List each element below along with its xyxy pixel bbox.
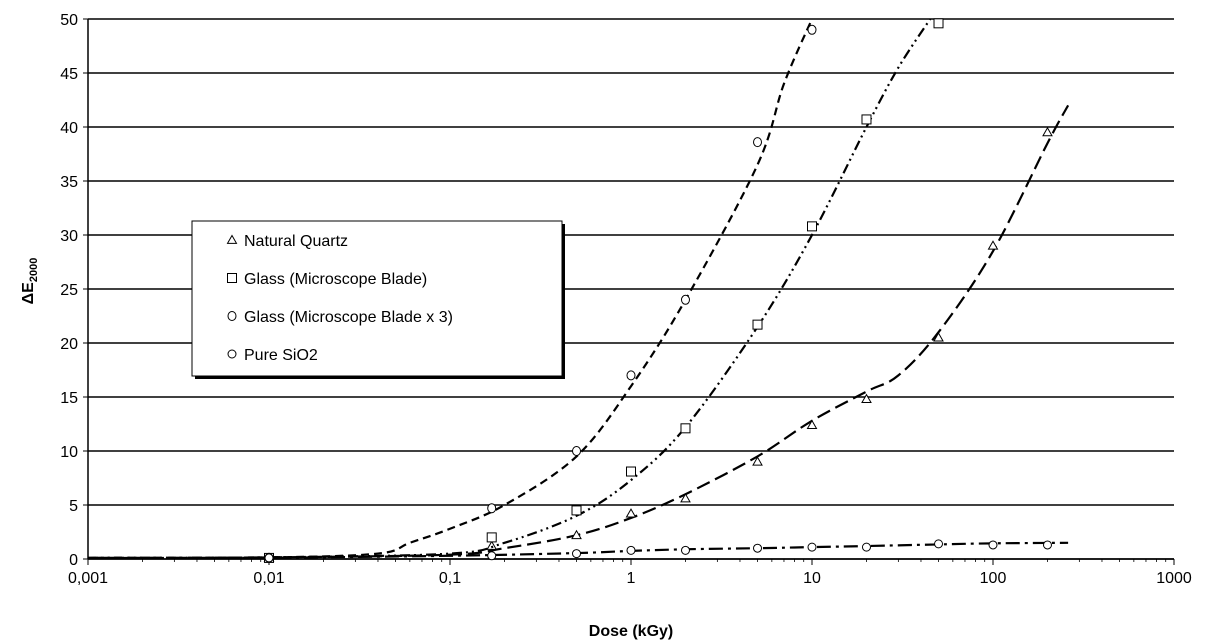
- data-point-1-3: [626, 466, 636, 477]
- data-point-3-5: [753, 543, 763, 553]
- data-point-3-9: [988, 540, 998, 550]
- x-tick-label-6: 1000: [1156, 570, 1192, 587]
- data-point-1-5: [752, 319, 763, 330]
- data-point-3-6: [807, 542, 817, 552]
- y-tick-label-25: 25: [60, 282, 78, 299]
- x-tick-label-1: 0,01: [253, 570, 284, 587]
- data-point-3-3: [626, 545, 636, 555]
- x-axis-title: Dose (kGy): [589, 623, 673, 640]
- legend: Natural Quartz Glass (Microscope Blade) Gl…: [191, 220, 565, 379]
- y-axis-title-main: ΔE: [20, 282, 37, 305]
- data-point-0-2: [571, 529, 582, 540]
- data-point-2-2: [572, 446, 582, 456]
- legend-label-0: Natural Quartz: [244, 233, 348, 250]
- data-point-0-8: [933, 332, 944, 342]
- data-point-1-7: [861, 114, 872, 125]
- legend-label-3: Pure SiO2: [244, 347, 318, 364]
- data-point-0-1: [486, 540, 498, 550]
- data-point-1-2: [571, 505, 582, 516]
- legend-marker-0: [226, 234, 238, 244]
- data-point-0-3: [625, 508, 637, 518]
- x-tick-label-2: 0,1: [439, 570, 461, 587]
- data-point-0-6: [806, 419, 818, 429]
- data-point-2-4: [680, 294, 690, 305]
- data-point-0-4: [680, 493, 691, 503]
- y-tick-label-10: 10: [60, 444, 78, 461]
- data-point-1-8: [933, 18, 944, 29]
- series-layer: [87, 18, 1070, 563]
- data-point-0-7: [861, 393, 872, 404]
- data-point-1-6: [807, 221, 817, 232]
- data-point-3-4: [680, 545, 690, 555]
- data-point-3-1: [487, 551, 497, 561]
- trend-line-2: [87, 18, 814, 560]
- data-point-3-10: [1042, 540, 1052, 550]
- y-tick-label-35: 35: [60, 174, 78, 191]
- x-tick-label-5: 100: [980, 570, 1007, 587]
- y-tick-label-15: 15: [60, 390, 78, 407]
- x-tick-label-0: 0,001: [68, 570, 108, 587]
- y-tick-label-20: 20: [60, 336, 78, 353]
- legend-box: [191, 220, 563, 377]
- data-point-3-7: [861, 542, 871, 552]
- data-point-2-1: [487, 503, 497, 514]
- data-point-3-0: [264, 553, 274, 563]
- data-point-2-6: [807, 24, 817, 35]
- data-point-1-4: [680, 423, 691, 434]
- data-point-0-5: [752, 456, 763, 466]
- data-point-3-8: [934, 539, 944, 549]
- y-axis-title: ΔE2000: [20, 258, 40, 305]
- data-point-2-3: [626, 370, 636, 381]
- x-tick-label-4: 10: [803, 570, 821, 587]
- y-tick-label-50: 50: [60, 12, 78, 29]
- data-point-1-1: [486, 532, 497, 543]
- data-point-0-9: [987, 240, 999, 250]
- y-tick-label-0: 0: [69, 552, 78, 569]
- y-tick-label-30: 30: [60, 228, 78, 245]
- y-tick-label-45: 45: [60, 66, 78, 83]
- legend-marker-3: [227, 349, 237, 359]
- y-tick-label-40: 40: [60, 120, 78, 137]
- data-point-2-5: [753, 137, 763, 148]
- y-tick-label-5: 5: [69, 498, 78, 515]
- legend-marker-1: [227, 273, 237, 283]
- y-axis-title-subscript: 2000: [28, 258, 40, 282]
- data-point-3-2: [572, 549, 582, 559]
- data-point-0-10: [1042, 126, 1053, 137]
- series-3: [87, 539, 1069, 563]
- legend-label-2: Glass (Microscope Blade x 3): [244, 309, 453, 326]
- legend-marker-2: [227, 311, 237, 321]
- x-tick-label-3: 1: [627, 570, 636, 587]
- legend-label-1: Glass (Microscope Blade): [244, 271, 427, 288]
